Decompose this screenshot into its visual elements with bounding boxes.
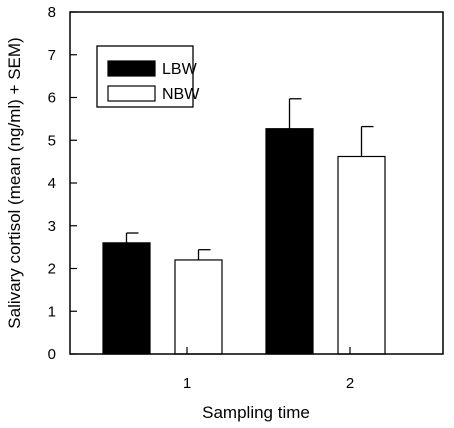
y-tick-label: 1: [48, 303, 56, 320]
legend-swatch-nbw: [107, 85, 156, 102]
bar-lbw-1: [102, 242, 151, 355]
bars-layer: [102, 128, 386, 355]
legend-swatch-lbw: [107, 60, 156, 77]
legend-label-nbw: NBW: [162, 86, 200, 103]
y-tick-label: 3: [48, 218, 56, 235]
y-tick-label: 8: [48, 4, 56, 21]
y-axis-title: Salivary cortisol (mean (ng/ml) + SEM): [5, 37, 24, 328]
y-tick-label: 6: [48, 90, 56, 107]
x-tick-label: 1: [183, 375, 191, 392]
bar-lbw-2: [265, 128, 314, 355]
x-axis-title: Sampling time: [202, 403, 310, 422]
legend-label-lbw: LBW: [162, 61, 198, 78]
y-axis: 0 1 2 3 4 5 6 7 8: [48, 4, 77, 363]
bar-nbw-2: [337, 155, 386, 355]
legend: LBW NBW: [96, 45, 200, 108]
error-bars-layer: [125, 98, 374, 260]
y-tick-label: 7: [48, 47, 56, 64]
y-tick-label: 5: [48, 132, 56, 149]
bar-nbw-1: [174, 259, 223, 355]
y-tick-label: 4: [48, 175, 56, 192]
y-tick-label: 0: [48, 346, 56, 363]
x-tick-label: 2: [346, 375, 354, 392]
y-tick-label: 2: [48, 261, 56, 278]
